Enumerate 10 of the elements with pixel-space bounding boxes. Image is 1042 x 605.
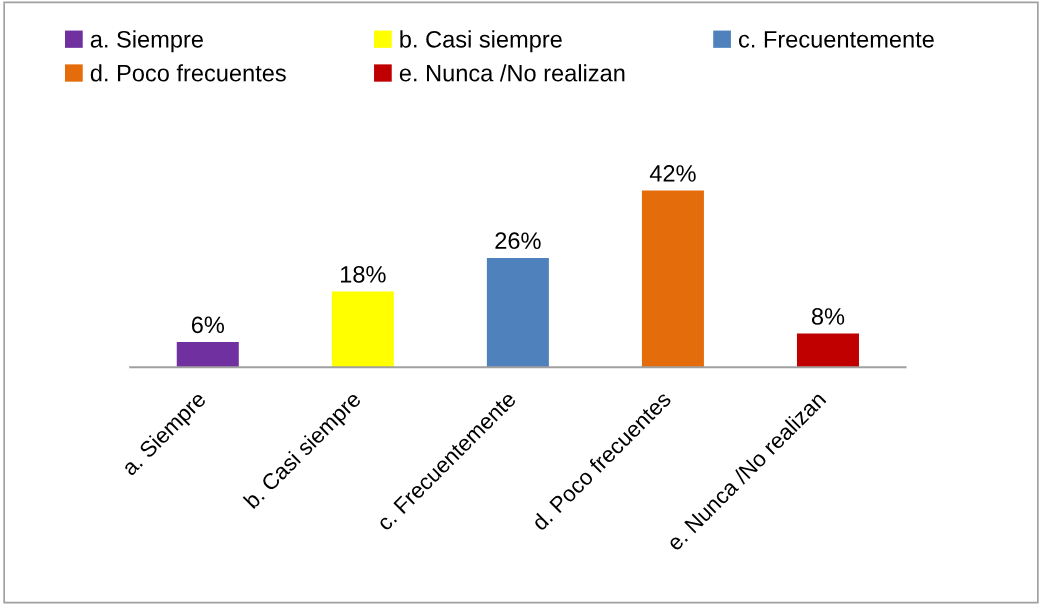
data-label: 18%: [341, 265, 386, 283]
data-label: 42%: [649, 165, 696, 182]
legend-label: b. Casi siempre: [400, 30, 562, 53]
legend-label: c. Frecuentemente: [739, 31, 934, 48]
data-label: 6%: [191, 316, 224, 334]
data-label: 8%: [811, 308, 845, 325]
data-label: 26%: [495, 232, 541, 250]
legend-label: e. Nunca /No realizan: [399, 64, 625, 82]
legend-label: a. Siempre: [90, 30, 203, 53]
legend-label: d. Poco frecuentes: [90, 64, 286, 82]
